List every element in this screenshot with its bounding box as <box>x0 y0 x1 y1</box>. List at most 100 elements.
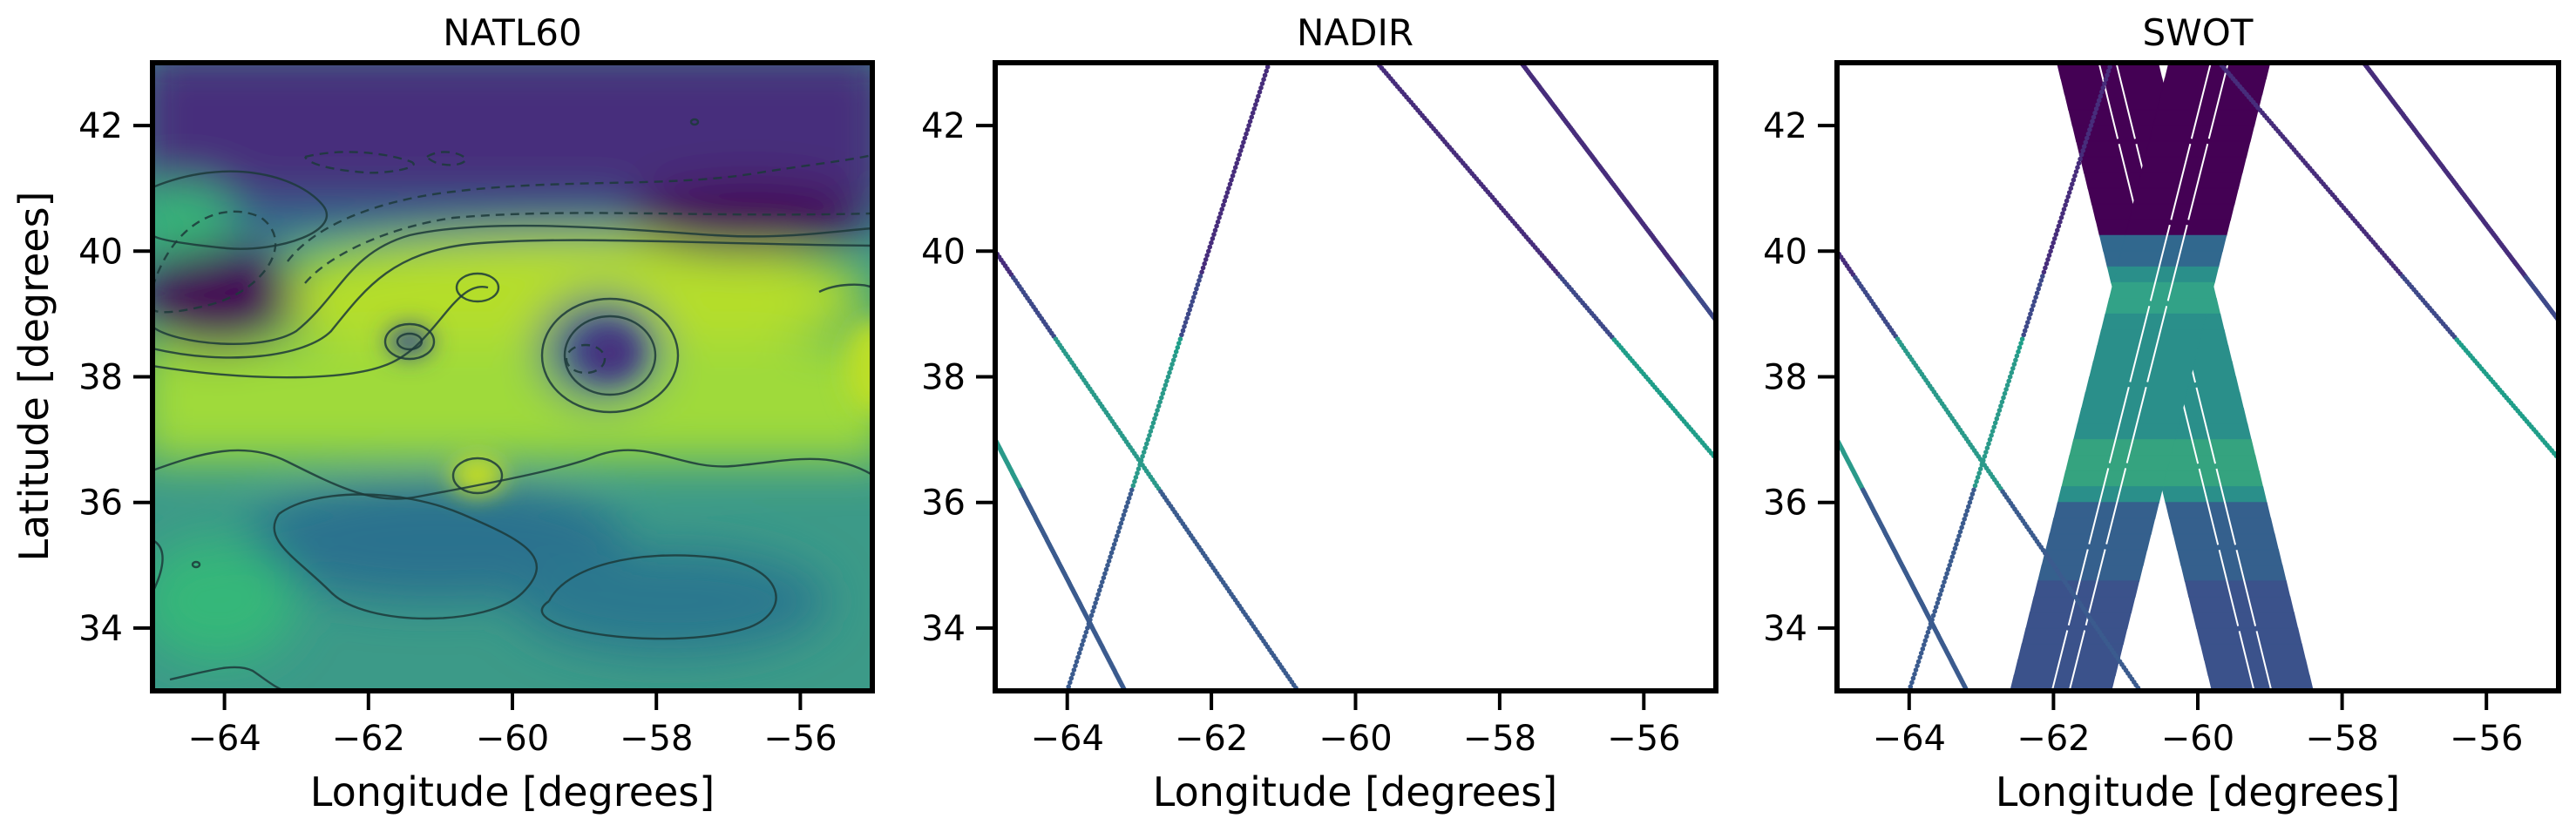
track-2-point <box>1150 420 1156 426</box>
swath-0-segment <box>2188 596 2295 613</box>
track-2-point <box>2045 257 2051 262</box>
track-2-point <box>1082 633 1088 639</box>
y-tick-label: 42 <box>1763 106 1807 146</box>
swath-1-segment <box>2072 423 2179 441</box>
swath-1-segment <box>2140 156 2247 174</box>
track-2-point <box>1250 110 1256 116</box>
track-2-point <box>2085 135 2090 141</box>
swath-1-segment <box>2132 187 2240 206</box>
track-2-point <box>2099 89 2105 95</box>
track-2-point <box>1989 433 1994 438</box>
track-2-point <box>1936 596 1942 602</box>
track-2-point <box>1932 608 1937 614</box>
track-2-point <box>2065 194 2071 200</box>
swath-1-segment <box>2010 674 2116 691</box>
track-2-point <box>1986 441 1991 447</box>
track-2-point <box>2096 98 2102 104</box>
track-2-point <box>1129 487 1135 493</box>
x-tick-label: −62 <box>2017 719 2090 759</box>
track-2-point <box>2085 131 2091 137</box>
natl60-title: NATL60 <box>443 11 581 54</box>
track-2-point <box>1078 646 1083 652</box>
swath-0-segment <box>2196 627 2302 646</box>
track-2-point <box>2095 102 2100 107</box>
track-2-point <box>1138 457 1144 463</box>
track-2-point <box>1071 667 1077 673</box>
y-tick-label: 36 <box>921 484 966 524</box>
track-2-point <box>1910 675 1916 681</box>
track-2-point <box>2013 357 2018 363</box>
track-2-point <box>1236 156 1241 162</box>
track-2-point <box>1212 227 1218 233</box>
track-2-point <box>2017 345 2023 350</box>
track-2-point <box>1918 650 1924 656</box>
track-2-point <box>1074 659 1080 665</box>
track-2-point <box>1191 294 1196 301</box>
track-2-point <box>1102 571 1108 577</box>
y-tick-label: 40 <box>921 232 966 272</box>
track-2-point <box>1125 499 1130 505</box>
track-2-point <box>1261 77 1266 82</box>
swath-1-segment <box>2021 627 2128 646</box>
track-2-point <box>1202 260 1207 267</box>
swath-1-segment <box>2049 517 2156 535</box>
track-2-point <box>1259 81 1265 86</box>
track-2-point <box>1217 211 1224 216</box>
swath-1-segment <box>2077 408 2184 425</box>
x-tick-label: −64 <box>1873 719 1946 759</box>
track-2-point <box>2046 253 2052 258</box>
track-2-point <box>2092 110 2098 116</box>
swath-1-segment <box>2160 78 2267 96</box>
track-2-point <box>1219 206 1224 212</box>
track-2-point <box>2033 294 2038 301</box>
track-2-point <box>2007 374 2013 380</box>
track-2-point <box>1115 529 1122 535</box>
track-2-point <box>1091 605 1097 610</box>
track-2-point <box>1994 416 2000 422</box>
track-2-point <box>2022 328 2028 334</box>
track-2-point <box>2030 303 2036 308</box>
track-2-point <box>1157 399 1163 405</box>
track-2-point <box>1224 190 1230 195</box>
track-2-point <box>1113 538 1119 543</box>
track-2-point <box>1246 123 1251 128</box>
track-2-point <box>1935 600 1941 605</box>
track-2-point <box>2100 85 2106 91</box>
track-2-point <box>2058 215 2064 220</box>
track-2-point <box>1229 177 1234 183</box>
track-2-point <box>1207 244 1213 250</box>
swath-1-segment <box>2053 502 2159 519</box>
track-2-point <box>1983 450 1989 455</box>
swath-1-segment <box>2057 486 2164 504</box>
track-2-point <box>1996 412 2001 417</box>
track-2-point <box>1249 114 1254 120</box>
track-2-point <box>1144 441 1149 447</box>
track-2-point <box>1126 496 1132 501</box>
track-2-point <box>2076 160 2082 166</box>
track-2-point <box>2014 353 2020 359</box>
track-2-point <box>1920 646 1926 652</box>
track-2-point <box>1103 566 1109 572</box>
swath-0-segment <box>2168 517 2275 535</box>
track-2-point <box>1262 72 1268 78</box>
track-2-point <box>2048 248 2053 254</box>
natl60-panel: NATL60 −64 −62 −60 −58 −56 34 36 38 40 42 Longitu… <box>10 11 875 815</box>
swot-ticks: −64 −62 −60 −58 −56 34 36 38 40 42 <box>1763 106 2523 759</box>
y-tick-label: 34 <box>78 609 123 649</box>
track-2-point <box>1942 575 1949 580</box>
track-2-point <box>1167 369 1172 375</box>
track-2-point <box>1068 675 1074 681</box>
track-2-point <box>1132 478 1137 484</box>
y-tick-label: 42 <box>921 106 966 146</box>
track-2-point <box>1183 320 1189 325</box>
track-2-point <box>1190 299 1196 304</box>
track-2-point <box>1990 429 1996 434</box>
track-2-point <box>1952 545 1958 551</box>
track-2-point <box>1165 374 1171 380</box>
track-2-point <box>2049 244 2055 250</box>
track-2-point <box>2075 165 2080 170</box>
swath-1-segment <box>2144 140 2251 159</box>
track-2-point <box>1975 475 1981 480</box>
swath-1-segment <box>2108 281 2215 300</box>
